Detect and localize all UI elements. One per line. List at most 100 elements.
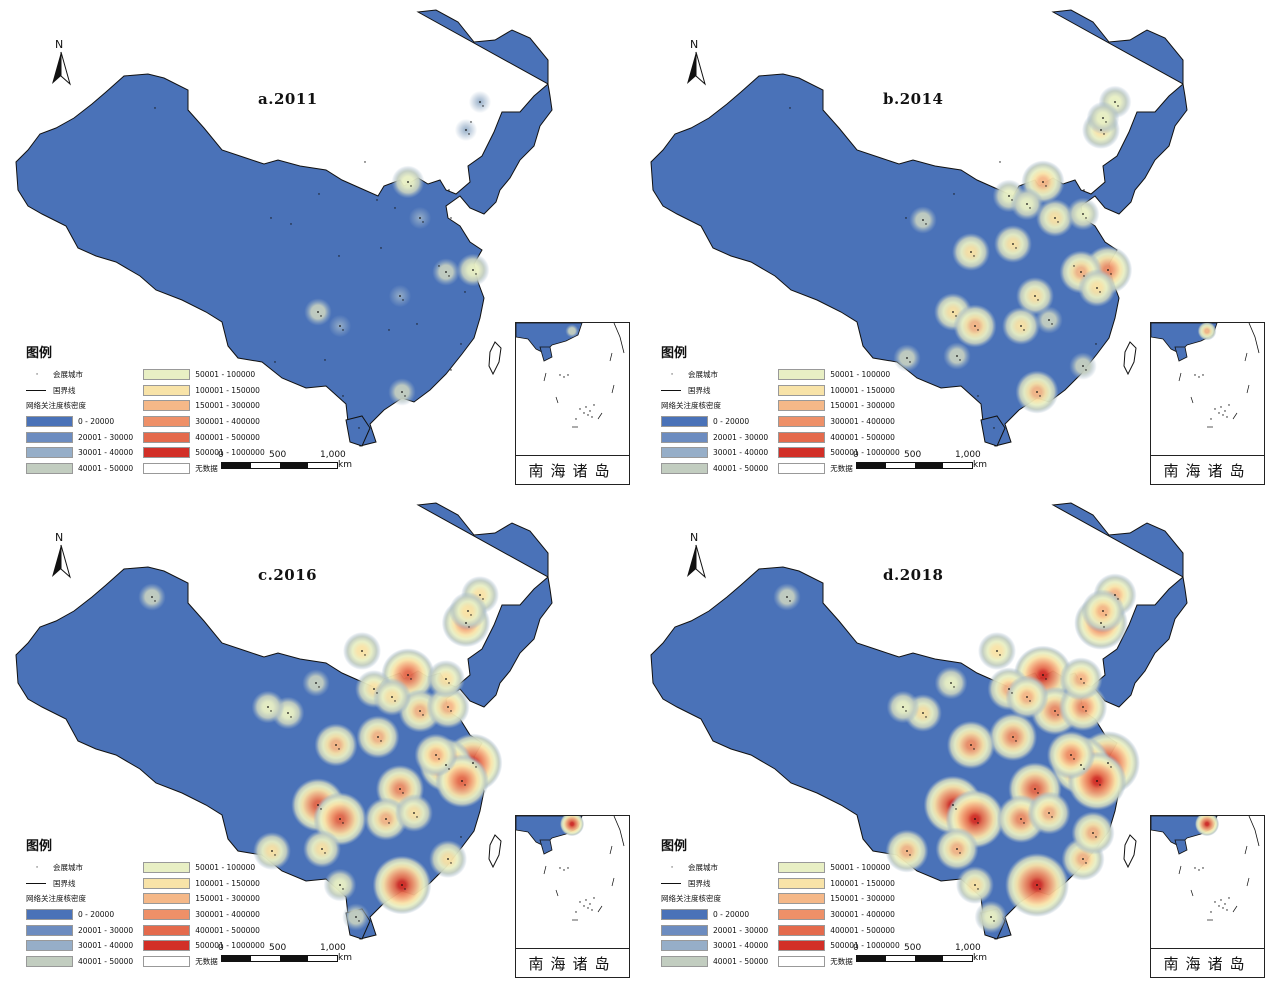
city-point-wuhan — [399, 788, 401, 790]
city-point — [388, 822, 390, 824]
city-point-jinan — [419, 710, 421, 712]
legend-swatch — [143, 447, 191, 459]
city-point — [1057, 714, 1059, 716]
city-point-qingdao — [1082, 213, 1084, 215]
city-point — [482, 105, 484, 107]
city-point — [1051, 816, 1053, 818]
city-point — [410, 678, 412, 680]
legend: 图例 · 会展城市 国界线 网络关注度核密度 0 - 20000 20001 - 3000… — [26, 835, 265, 969]
scale-tick-500: 500 — [269, 943, 287, 953]
map-panel-b: b.2014 N 图例 · 会展城市 国界线 网络关注度核密度 0 - 20000 200… — [635, 0, 1270, 493]
city-point-chongqing — [974, 325, 976, 327]
city-point — [475, 766, 477, 768]
city-point-hangzhou — [1096, 780, 1098, 782]
scale-tick-500: 500 — [269, 450, 287, 460]
legend-right-column: 50001 - 100000 100001 - 150000 150001 - 30… — [778, 367, 900, 476]
city-point-dalian — [1080, 678, 1082, 680]
legend-class-label: 0 - 20000 — [713, 417, 750, 427]
legend-left-column: · 会展城市 国界线 网络关注度核密度 0 - 20000 20001 - 30000 30… — [26, 860, 133, 969]
legend-swatch — [661, 416, 708, 428]
legend-swatch — [143, 909, 191, 921]
city-point — [324, 852, 326, 854]
city-point — [999, 161, 1001, 163]
china-density-map — [15, 502, 553, 940]
city-point — [342, 888, 344, 890]
legend-class-label: 30001 - 40000 — [78, 941, 134, 951]
north-label: N — [690, 38, 699, 51]
border-line-symbol — [661, 389, 681, 391]
city-point-harbin — [479, 101, 481, 103]
legend: 图例 · 会展城市 国界线 网络关注度核密度 0 - 20000 20001 - 3000… — [661, 342, 900, 476]
city-point — [925, 223, 927, 225]
legend-swatch — [26, 940, 73, 952]
legend-swatch — [778, 400, 826, 412]
exhibition-cities — [789, 101, 1119, 429]
city-point — [320, 315, 322, 317]
scale-unit: km — [973, 460, 987, 470]
taiwan-island — [488, 834, 502, 869]
city-point — [789, 600, 791, 602]
scale-unit: km — [338, 953, 352, 963]
legend-swatch — [778, 862, 826, 874]
south-china-sea-inset: 南海诸岛 — [1150, 815, 1265, 978]
city-point-beijing — [407, 674, 409, 676]
legend-row-class-4: 50001 - 100000 — [778, 367, 900, 383]
city-point — [1057, 221, 1059, 223]
city-point-wuhan — [1034, 788, 1036, 790]
city-point — [953, 193, 955, 195]
city-point-taiyuan — [373, 688, 375, 690]
legend-row-class-6: 150001 - 300000 — [778, 398, 900, 414]
legend-density-heading: 网络关注度核密度 — [661, 894, 721, 904]
city-point — [1103, 626, 1105, 628]
city-point-nanjing — [1080, 764, 1082, 766]
north-arrow: N — [48, 38, 74, 90]
legend-swatch — [661, 955, 708, 967]
city-point-xian — [970, 744, 972, 746]
city-point — [1011, 692, 1013, 694]
legend-class-label: 无数据 — [830, 956, 853, 966]
city-point — [270, 217, 272, 219]
legend-swatch — [26, 909, 73, 921]
legend-row-class-8: 400001 - 500000 — [778, 922, 900, 938]
legend-class-label: 0 - 20000 — [713, 910, 750, 920]
city-point-taiyuan — [1008, 195, 1010, 197]
city-point-beijing — [407, 181, 409, 183]
border-line-symbol — [26, 882, 46, 884]
city-point — [1029, 700, 1031, 702]
city-point-xiamen — [1082, 858, 1084, 860]
city-point-dalian — [445, 678, 447, 680]
city-point — [290, 716, 292, 718]
exhibition-cities — [151, 594, 484, 922]
legend-row-class-10: 无数据 — [143, 954, 265, 970]
map-panel-c: c.2016 N 图例 · 会展城市 国界线 网络关注度核密度 0 - 20000 200… — [0, 493, 635, 986]
legend-row-class-7: 300001 - 400000 — [143, 907, 265, 923]
city-point — [468, 133, 470, 135]
legend-row-class-1: 20001 - 30000 — [661, 429, 768, 445]
legend-class-label: 无数据 — [195, 956, 218, 966]
legend-city-label: 会展城市 — [53, 863, 83, 873]
inset-map — [516, 816, 625, 921]
city-point — [1029, 207, 1031, 209]
legend-row-class-1: 20001 - 30000 — [26, 922, 133, 938]
city-point — [1045, 678, 1047, 680]
legend-title: 图例 — [661, 346, 688, 361]
scale-bar: 0 500 1,000 km — [212, 943, 352, 967]
legend-class-label: 400001 - 500000 — [195, 432, 260, 442]
inset-title: 南海诸岛 — [516, 455, 629, 481]
city-point-xiamen — [1082, 365, 1084, 367]
city-point — [318, 193, 320, 195]
city-point — [450, 862, 452, 864]
city-point-symbol: · — [670, 369, 674, 380]
map-panel-a: a.2011 N 图例 · 会展城市 国界线 网络关注度核密度 0 - 20000 200… — [0, 0, 635, 493]
city-point — [789, 107, 791, 109]
legend-swatch — [143, 924, 191, 936]
city-point — [1023, 329, 1025, 331]
city-point-haikou — [990, 916, 992, 918]
legend-swatch — [26, 416, 73, 428]
city-point-taiyuan — [1008, 688, 1010, 690]
city-point — [1039, 888, 1041, 890]
legend-row-class-2: 30001 - 40000 — [26, 445, 133, 461]
legend-swatch — [661, 462, 708, 474]
city-point — [450, 369, 452, 371]
city-point-chengdu — [317, 311, 319, 313]
